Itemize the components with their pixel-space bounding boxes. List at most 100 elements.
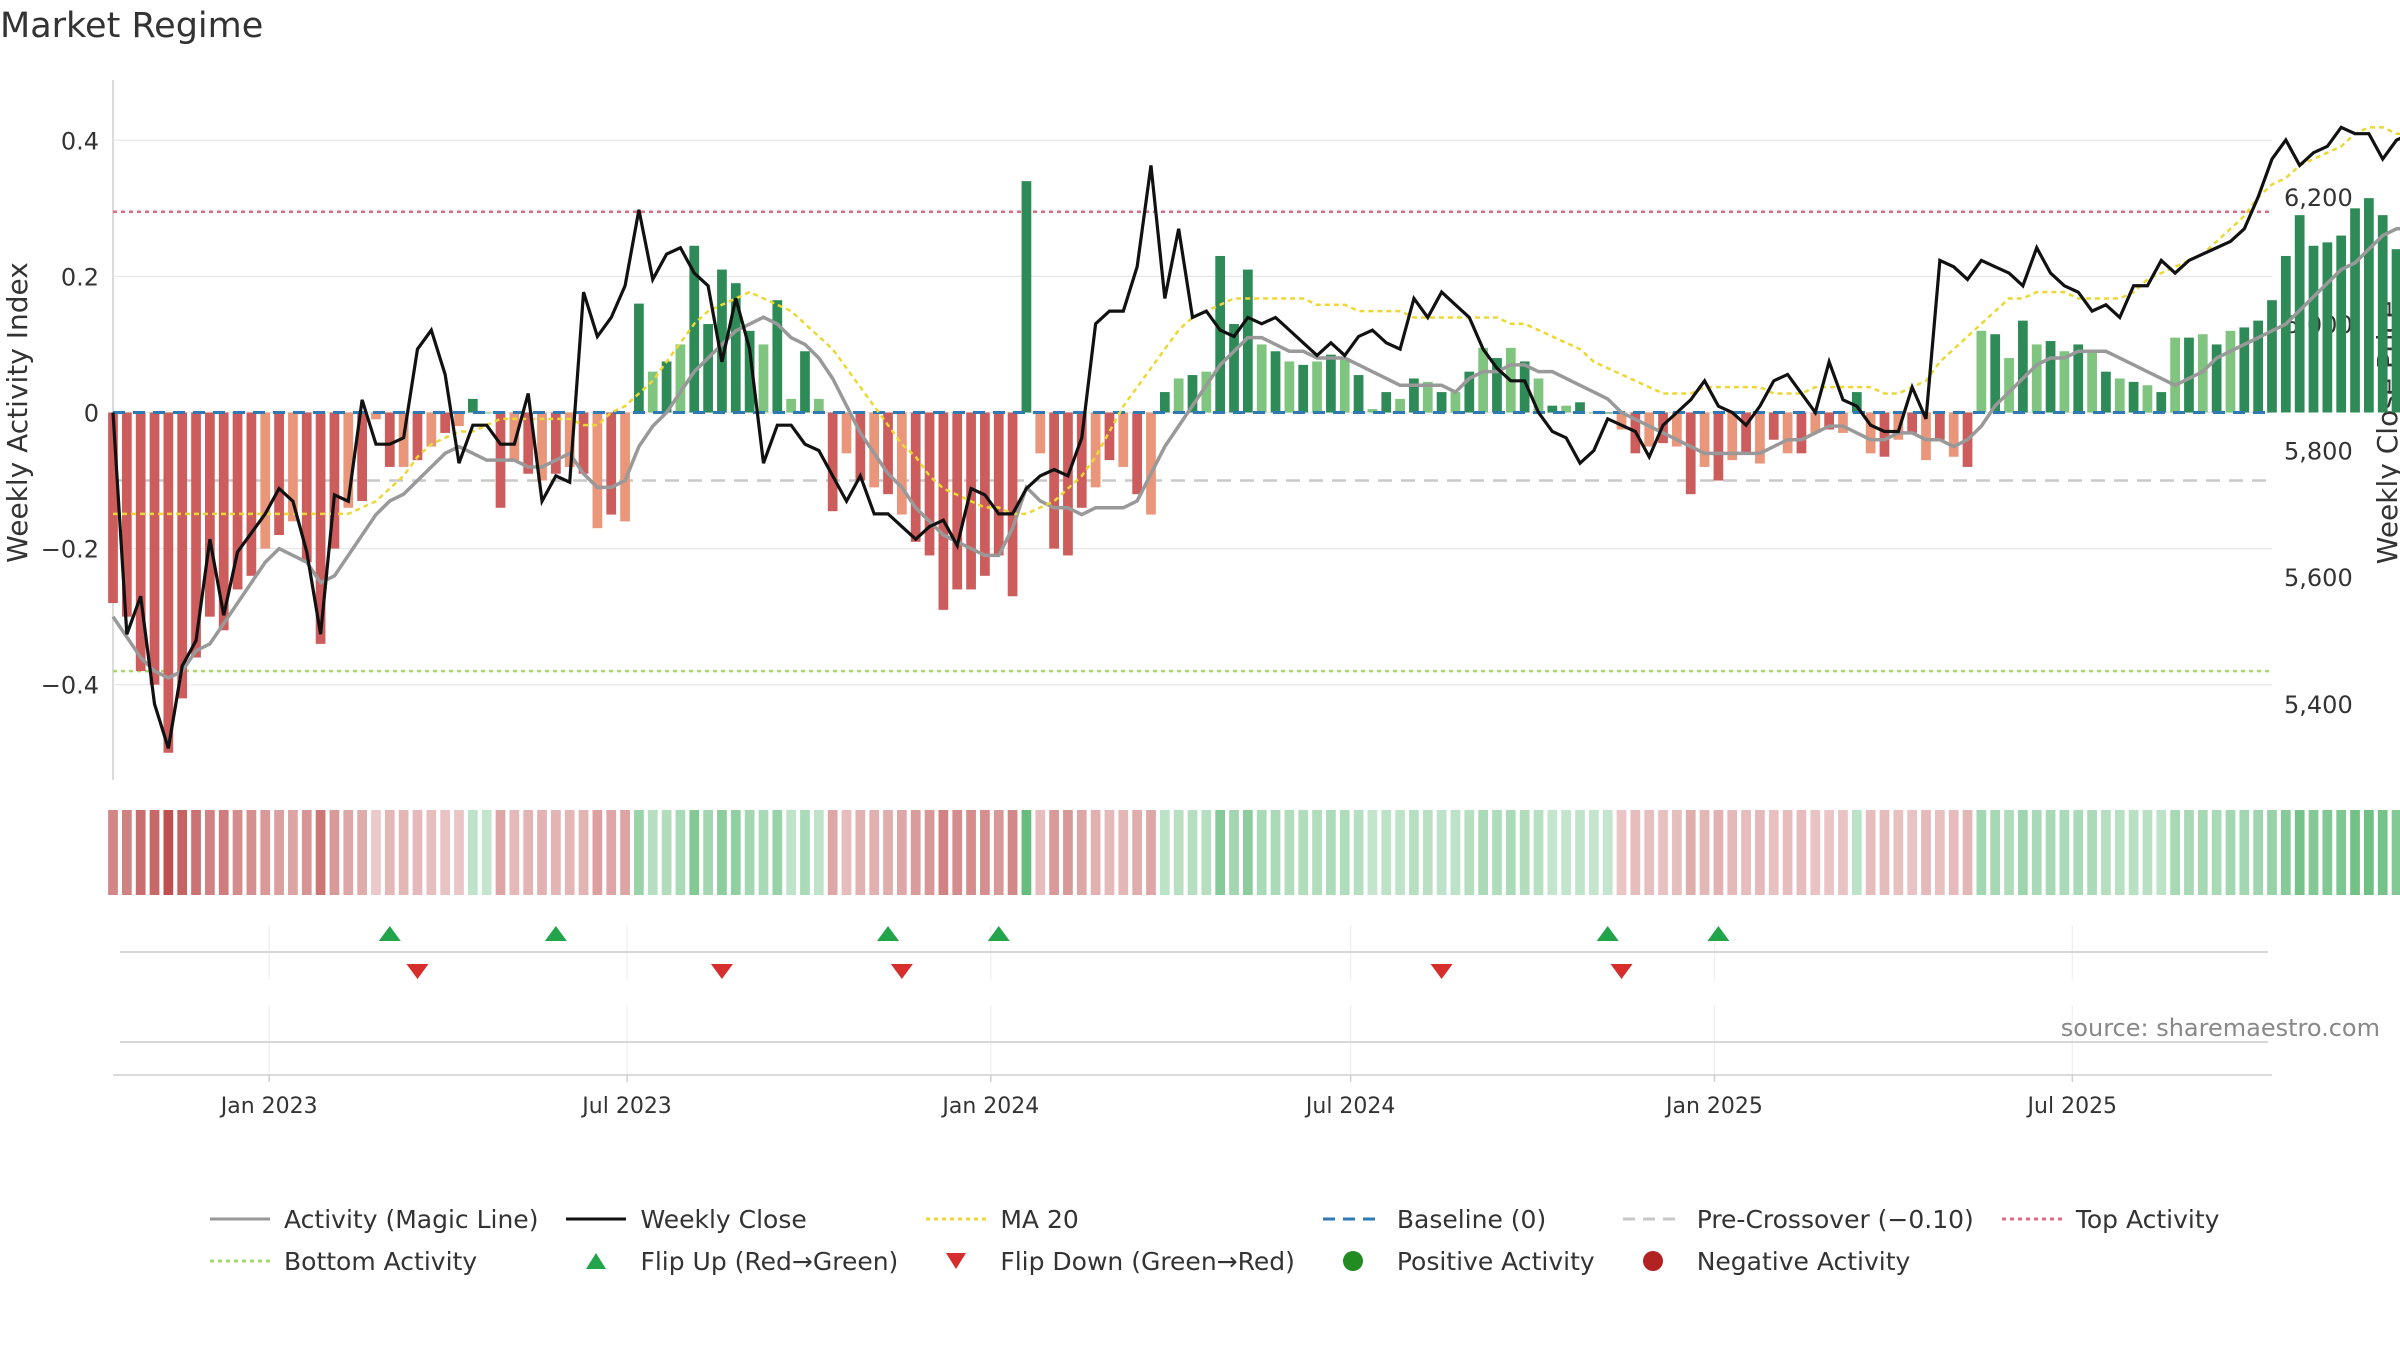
activity-bar — [1602, 412, 1613, 414]
activity-bar — [1741, 412, 1751, 454]
regime-strip-cell — [371, 810, 381, 895]
weekly-close-series — [111, 125, 2400, 749]
activity-bar — [1824, 412, 1834, 430]
flip-up-marker — [1707, 926, 1730, 941]
legend-label: Pre-Crossover (−0.10) — [1696, 1204, 1974, 1234]
activity-bar — [2267, 300, 2277, 413]
regime-strip-cell — [1312, 810, 1322, 895]
regime-strip-cell — [2184, 810, 2194, 895]
regime-strip-cell — [855, 810, 866, 895]
activity-bar — [288, 412, 298, 522]
activity-bar — [717, 269, 727, 413]
activity-bar — [1201, 371, 1212, 413]
activity-bar — [1159, 392, 1170, 413]
activity-bar — [135, 412, 146, 672]
legend-swatch — [946, 1253, 967, 1269]
regime-strip-cell — [2073, 810, 2084, 895]
flip-down-marker — [1430, 964, 1453, 979]
legend-swatch — [210, 1259, 270, 1263]
regime-strip-cell — [1215, 810, 1226, 895]
legend-item: Pre-Crossover (−0.10) — [1622, 1204, 1974, 1234]
regime-strip-cell — [398, 810, 409, 895]
regime-strip-cell — [2391, 810, 2400, 895]
activity-bar — [620, 412, 630, 522]
activity-bar — [2087, 351, 2097, 413]
activity-bar — [467, 398, 478, 413]
activity-bar — [1270, 351, 1281, 413]
activity-bar — [883, 412, 893, 495]
activity-bar — [1727, 412, 1738, 461]
activity-bar — [1464, 371, 1475, 413]
activity-bar — [952, 412, 963, 590]
regime-strip-cell — [1381, 810, 1392, 895]
regime-strip-cell — [1256, 810, 1267, 895]
activity-bar — [1312, 361, 1322, 413]
x-tick-label: Jul 2025 — [2026, 1094, 2118, 1119]
activity-bar — [177, 412, 188, 699]
activity-bar — [523, 412, 534, 474]
regime-strip-cell — [357, 810, 367, 895]
regime-strip-cell — [1146, 810, 1156, 895]
activity-bar — [910, 412, 921, 542]
regime-strip-cell — [1893, 810, 1904, 895]
activity-bar — [1782, 412, 1793, 454]
activity-bar — [1990, 334, 2001, 413]
regime-strip-cell — [551, 810, 561, 895]
activity-bars — [108, 181, 2400, 753]
flip-down-marker — [710, 964, 733, 979]
activity-bar — [869, 412, 880, 488]
activity-bar — [2364, 198, 2374, 413]
activity-bar — [1948, 412, 1959, 457]
regime-strip-cell — [246, 810, 257, 895]
activity-bar — [191, 412, 201, 658]
legend-item: Negative Activity — [1623, 1247, 1974, 1276]
activity-bar — [1921, 412, 1931, 461]
regime-strip-cell — [1755, 810, 1765, 895]
regime-strip-cell — [274, 810, 284, 895]
activity-bar — [2128, 381, 2139, 413]
regime-strip-cell — [1990, 810, 2001, 895]
regime-strip-cell — [1505, 810, 1516, 895]
legend-item: Positive Activity — [1323, 1247, 1595, 1276]
flip-down-marker — [406, 964, 429, 979]
activity-bar — [1284, 361, 1295, 413]
legend-label: Flip Up (Red→Green) — [640, 1246, 899, 1276]
regime-strip-cell — [1907, 810, 1918, 895]
activity-bar — [301, 412, 312, 563]
regime-strip-cell — [2336, 810, 2347, 895]
regime-strip-cell — [2225, 810, 2236, 895]
regime-strip-cell — [1035, 810, 1046, 895]
activity-bar — [412, 412, 423, 461]
regime-strip-cell — [108, 810, 118, 895]
regime-strip-cell — [952, 810, 963, 895]
regime-strip-cell — [1561, 810, 1572, 895]
activity-bar — [2336, 235, 2347, 413]
regime-strip-cell — [924, 810, 935, 895]
legend-swatch — [1622, 1217, 1683, 1221]
activity-bar — [1146, 412, 1156, 515]
regime-strip-cell — [1699, 810, 1710, 895]
regime-strip-cell — [149, 810, 160, 895]
regime-strip-cell — [426, 810, 437, 895]
activity-bar — [1851, 392, 1862, 413]
activity-bar — [1173, 378, 1184, 413]
regime-strip-cell — [1727, 810, 1738, 895]
activity-bar — [1865, 412, 1876, 454]
legend-swatch — [2001, 1217, 2062, 1221]
activity-bar — [2377, 215, 2388, 413]
flip-up-marker — [544, 926, 567, 941]
regime-strip-cell — [1076, 810, 1087, 895]
regime-strip-cell — [2170, 810, 2180, 895]
activity-bar — [800, 351, 810, 413]
activity-bar — [2170, 337, 2180, 413]
activity-bar — [509, 412, 520, 461]
legend-label: Flip Down (Green→Red) — [1000, 1246, 1295, 1276]
y-tick-label: −0.4 — [41, 672, 99, 700]
regime-strip-cell — [1921, 810, 1931, 895]
activity-bar — [897, 412, 907, 515]
regime-strip-cell — [2059, 810, 2070, 895]
regime-strip-cell — [883, 810, 893, 895]
regime-strip-cell — [1367, 810, 1378, 895]
y2-tick-label: 6,200 — [2284, 184, 2353, 212]
activity-bar — [1367, 409, 1378, 413]
